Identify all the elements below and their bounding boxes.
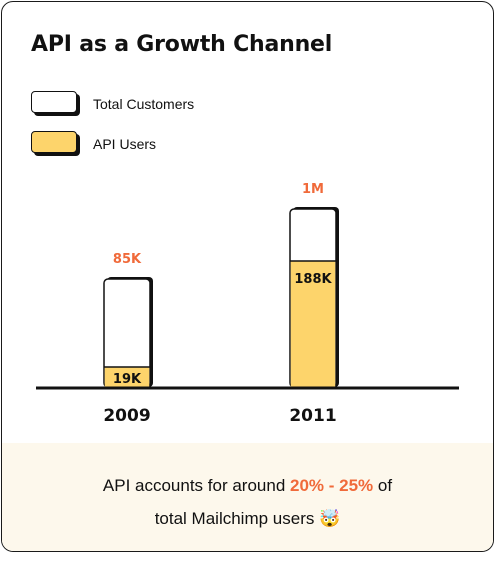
x-tick-label-2009: 2009	[103, 406, 150, 426]
legend-swatch-total	[31, 91, 77, 113]
data-label-api-2011: 188K	[294, 272, 332, 287]
bar-chart: 85K 19K 2009 1M 188K 2011	[36, 182, 459, 426]
legend-label-api: API Users	[93, 135, 157, 152]
legend-item-total-customers: Total Customers	[31, 91, 194, 116]
chart-card: API as a Growth Channel Total Customers …	[1, 1, 494, 552]
footer-suffix: of	[377, 476, 393, 495]
footer-callout: API accounts for around 20% - 25% of tot…	[2, 443, 493, 551]
footer-prefix: API accounts for around	[102, 476, 286, 495]
footer-line2: total Mailchimp users	[154, 509, 315, 528]
footer-text: API accounts for around 20% - 25% of tot…	[2, 469, 493, 535]
legend-item-api-users: API Users	[31, 131, 156, 156]
x-tick-label-2011: 2011	[289, 406, 336, 426]
bar-api-2011	[290, 261, 336, 387]
data-label-total-2009: 85K	[113, 252, 142, 267]
footer-highlight: 20% - 25%	[290, 476, 374, 495]
legend-label-total: Total Customers	[93, 95, 195, 112]
legend-swatch-api	[31, 131, 77, 153]
mind-blown-emoji-icon: 🤯	[319, 509, 341, 528]
data-label-total-2011: 1M	[302, 182, 324, 197]
chart-title: API as a Growth Channel	[31, 32, 333, 57]
data-label-api-2009: 19K	[113, 372, 142, 387]
bar-api-2009	[104, 367, 150, 387]
